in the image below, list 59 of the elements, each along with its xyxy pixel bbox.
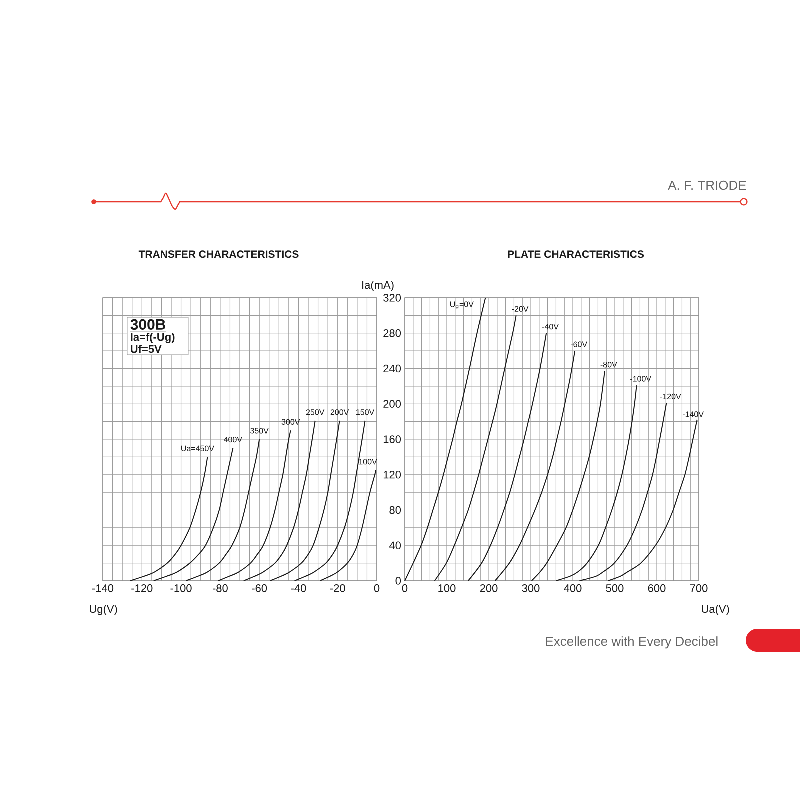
- text: A. F. TRIODE: [668, 180, 746, 190]
- y-tick-label: 120: [384, 470, 402, 479]
- x-tick-label: 100: [438, 584, 456, 592]
- line-series: [531, 370, 606, 582]
- chart-title: TRANSFER CHARACTERISTICS: [138, 250, 299, 258]
- y-tick-label: 240: [384, 364, 402, 373]
- y-axis-title: Ia(mA): [362, 281, 394, 292]
- line-series: [434, 315, 517, 582]
- annotation: Uf=5V: [131, 345, 162, 354]
- y-tick-label: 40: [389, 542, 402, 550]
- x-tick-label: 0: [402, 584, 408, 592]
- line-series: [608, 420, 698, 582]
- series-label: 350V: [250, 428, 269, 434]
- series-label: 400V: [224, 436, 242, 443]
- line-series: [494, 350, 576, 582]
- series-label: -60V: [571, 342, 588, 348]
- chart-title: PLATE CHARACTERISTICS: [508, 250, 644, 258]
- series-label: 300V: [282, 419, 300, 425]
- x-tick-label: -20: [330, 584, 346, 592]
- x-axis-title: Ug(V): [90, 605, 118, 616]
- series-label: -100V: [630, 376, 652, 382]
- line-series: [579, 402, 668, 582]
- x-tick-label: -40: [291, 584, 306, 592]
- y-tick-label: 320: [384, 294, 402, 302]
- line-series: [556, 385, 638, 582]
- series-label: -80V: [600, 362, 618, 368]
- series-label: -120V: [660, 394, 682, 400]
- x-tick-label: 600: [648, 584, 666, 592]
- series-label: 250V: [306, 410, 325, 416]
- x-tick-label: 300: [522, 584, 540, 592]
- x-tick-label: -80: [212, 584, 228, 592]
- series-label: 100V: [359, 459, 378, 465]
- y-tick-label: 0: [396, 577, 402, 585]
- x-tick-label: 200: [480, 584, 498, 592]
- annotation: 300B: [130, 319, 166, 330]
- series-label: Ua=450V: [182, 446, 214, 452]
- x-tick-label: 500: [606, 584, 624, 592]
- annotation: Ia=f(-Ug): [131, 333, 175, 344]
- y-tick-label: 160: [384, 436, 402, 444]
- x-tick-label: -100: [170, 584, 192, 592]
- x-tick-label: -120: [132, 584, 153, 592]
- line-series: [468, 332, 548, 582]
- x-tick-label: -60: [252, 584, 268, 592]
- series-label: 150V: [356, 410, 375, 416]
- y-tick-label: 280: [384, 329, 402, 338]
- series-label: -140V: [683, 412, 704, 418]
- series-label: -40V: [542, 324, 559, 330]
- series-label: -20V: [512, 306, 529, 312]
- x-tick-label: 0: [374, 584, 380, 592]
- x-tick-label: 400: [564, 584, 582, 592]
- x-tick-label: -140: [92, 584, 114, 592]
- series-label: U$_{g}$=0V: [450, 302, 474, 310]
- line-series: [404, 297, 486, 582]
- x-axis-title: Ua(V): [702, 605, 730, 616]
- text: Excellence with Every Decibel: [546, 636, 718, 649]
- y-tick-label: 200: [384, 400, 402, 408]
- y-tick-label: 80: [390, 506, 402, 514]
- series-label: 200V: [330, 410, 350, 416]
- x-tick-label: 700: [690, 584, 708, 592]
